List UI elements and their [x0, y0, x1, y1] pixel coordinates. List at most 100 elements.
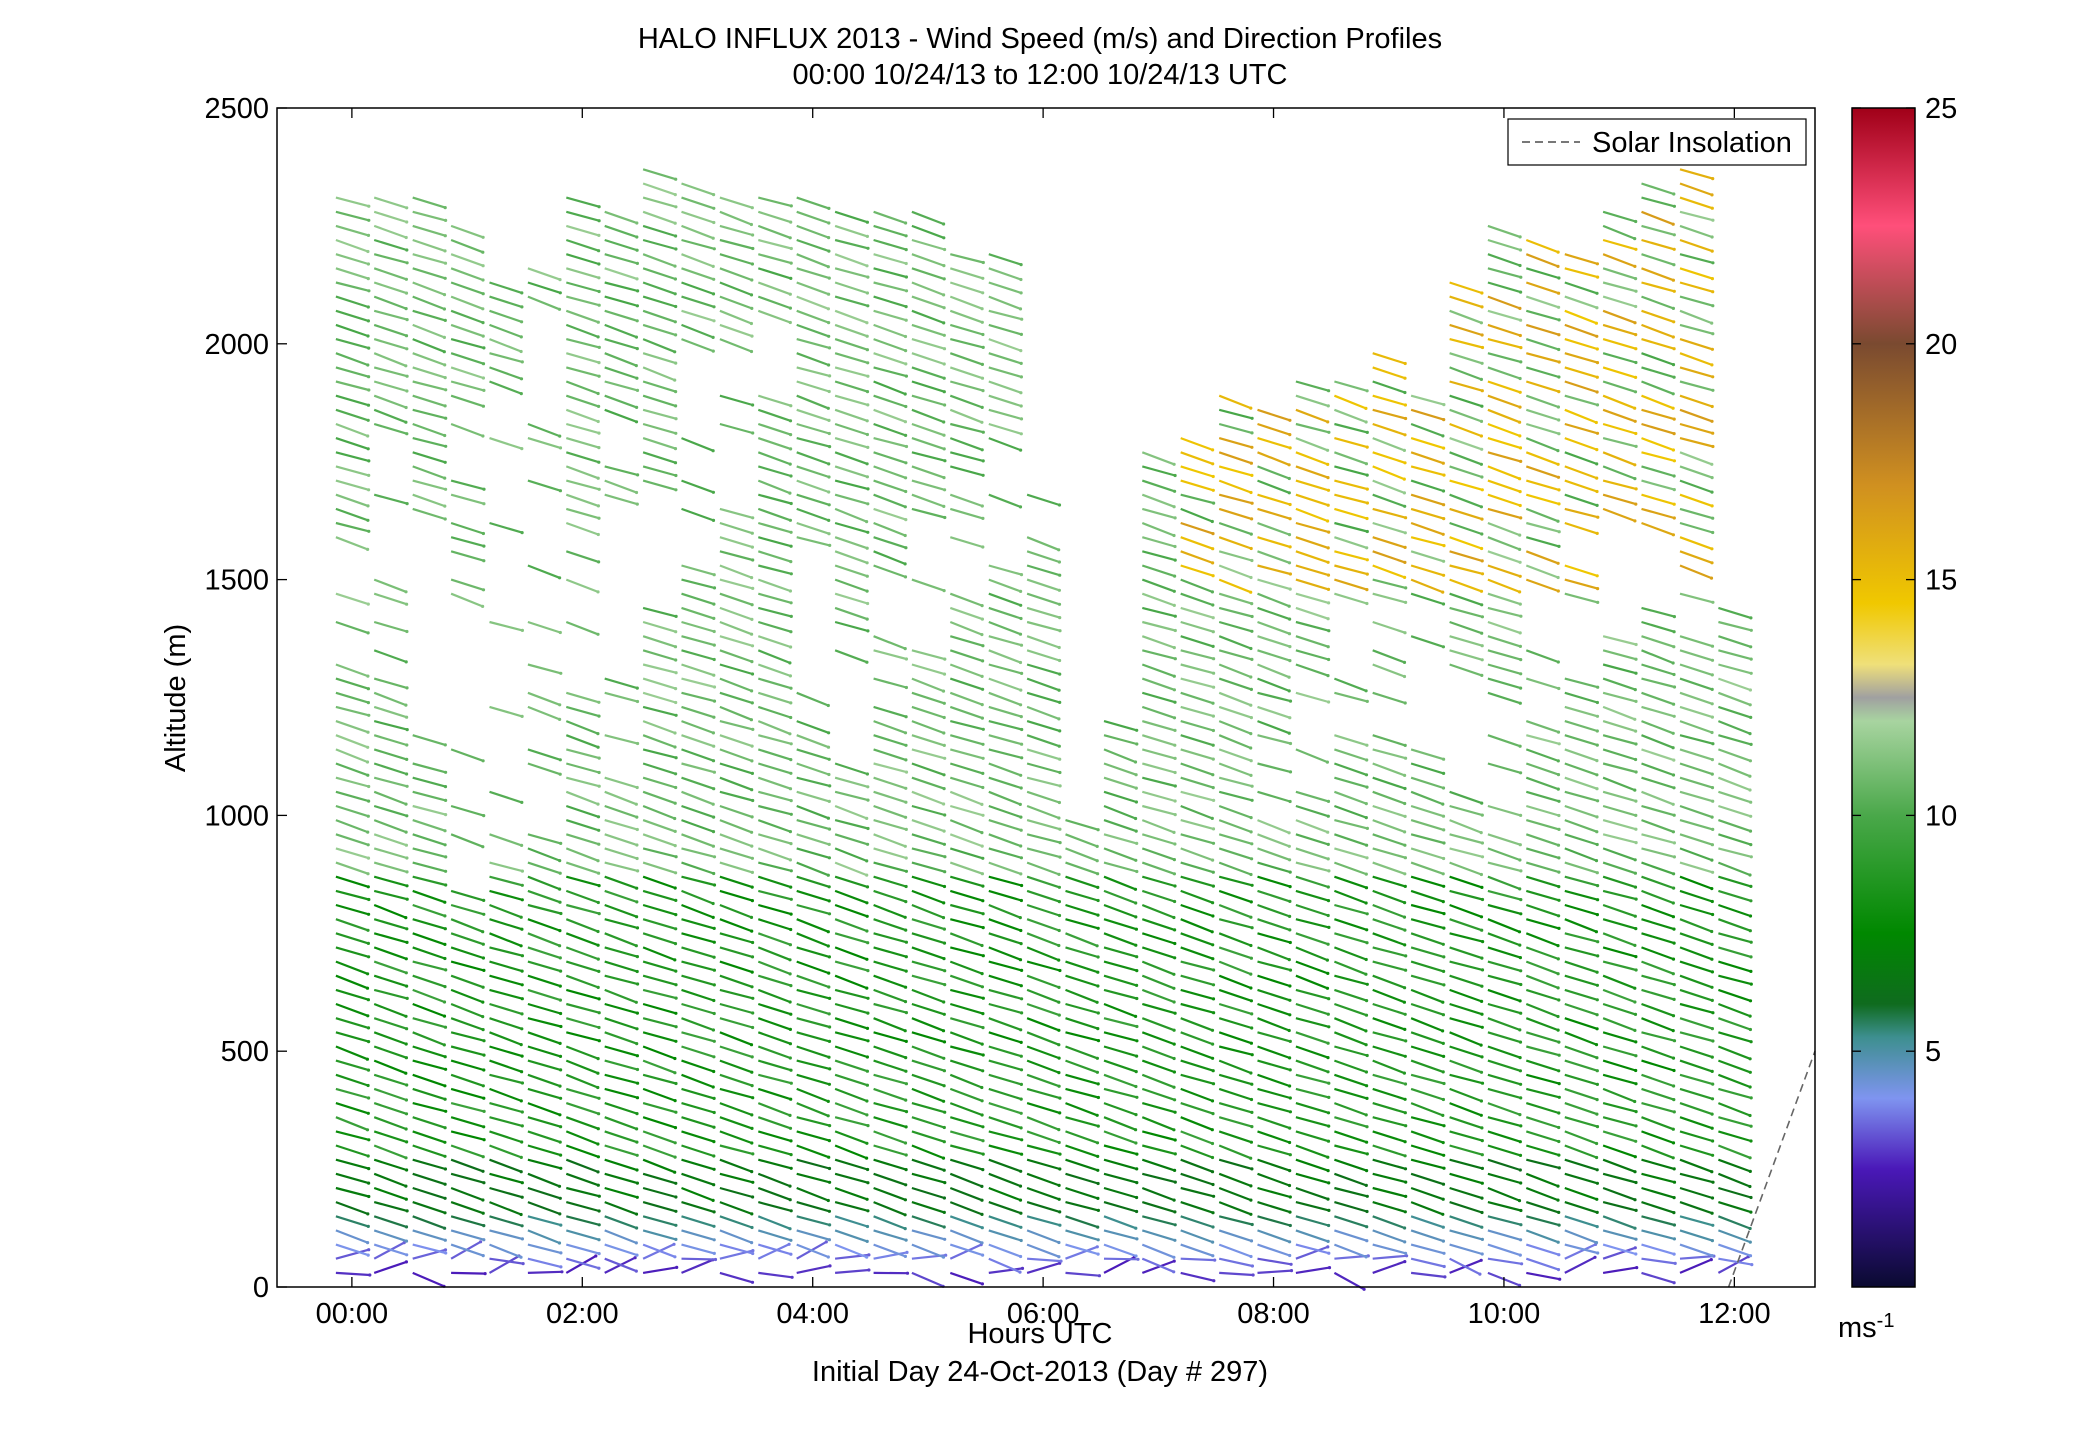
wind-barb: [1181, 933, 1213, 945]
wind-barb-tip: [1442, 517, 1445, 520]
wind-barb: [835, 283, 867, 294]
wind-barb-tip: [1595, 306, 1598, 309]
wind-barb: [912, 834, 945, 844]
wind-barb-tip: [865, 1113, 868, 1116]
wind-barb: [682, 1075, 714, 1087]
wind-barb: [1296, 919, 1329, 927]
wind-barb: [1066, 1117, 1099, 1126]
wind-barb: [797, 933, 829, 946]
wind-barb-tip: [1403, 1072, 1406, 1075]
wind-barb-tip: [751, 941, 754, 944]
wind-barb: [1450, 990, 1482, 1002]
wind-barb: [336, 466, 369, 475]
wind-barb-tip: [1173, 575, 1176, 578]
x-tick-label: 04:00: [776, 1298, 849, 1330]
wind-barb: [950, 1273, 982, 1284]
wind-barb-tip: [672, 1243, 675, 1246]
wind-barb-tip: [943, 716, 946, 719]
wind-barb: [1603, 481, 1636, 489]
wind-barb: [1219, 976, 1251, 988]
wind-barb-tip: [1249, 1157, 1252, 1160]
wind-barb: [1334, 537, 1366, 548]
wind-barb: [1488, 764, 1521, 773]
wind-barb: [1450, 608, 1483, 617]
wind-barb: [1373, 976, 1405, 988]
wind-barb: [490, 1160, 522, 1172]
wind-barb-tip: [790, 1082, 793, 1085]
wind-barb-tip: [1172, 973, 1175, 976]
wind-barb-tip: [482, 913, 485, 916]
wind-barb-tip: [1327, 588, 1330, 591]
wind-barb-tip: [750, 1113, 753, 1116]
wind-barb-tip: [712, 603, 715, 606]
wind-barb: [950, 820, 982, 833]
wind-barb-tip: [1404, 1210, 1407, 1213]
wind-barb-tip: [481, 434, 484, 437]
wind-barb-tip: [367, 305, 370, 308]
wind-barb: [1680, 735, 1713, 744]
wind-barb-tip: [1442, 1082, 1445, 1085]
wind-barb-tip: [750, 845, 753, 848]
wind-barb-tip: [1289, 517, 1292, 520]
wind-barb-tip: [1519, 360, 1522, 363]
wind-barb-tip: [905, 1125, 908, 1128]
wind-barb: [605, 1216, 637, 1228]
wind-barb: [605, 353, 637, 365]
wind-barb: [1680, 339, 1712, 349]
wind-barb: [1642, 268, 1674, 280]
wind-barb-tip: [1481, 333, 1484, 336]
wind-barb-tip: [635, 491, 638, 494]
wind-barb-tip: [789, 419, 792, 422]
wind-barb: [528, 877, 560, 889]
wind-barb-tip: [1634, 248, 1637, 251]
wind-barb-tip: [750, 831, 753, 834]
wind-barb-tip: [866, 547, 869, 550]
wind-barb-tip: [1327, 1096, 1330, 1099]
wind-barb: [1334, 509, 1367, 519]
wind-barb: [336, 1174, 369, 1183]
wind-barb-tip: [1173, 872, 1176, 875]
wind-barb: [1142, 693, 1175, 702]
wind-barb: [1296, 424, 1329, 432]
wind-barb-tip: [1020, 1239, 1023, 1242]
wind-barb-tip: [367, 234, 370, 237]
wind-barb-tip: [713, 247, 716, 250]
wind-barb: [1411, 551, 1444, 561]
wind-barb: [1296, 608, 1328, 619]
wind-barb-tip: [750, 335, 753, 338]
wind-barb-tip: [943, 347, 946, 350]
wind-barb: [374, 749, 407, 759]
wind-barb-tip: [443, 1227, 446, 1230]
wind-barb: [1565, 962, 1597, 973]
wind-barb-tip: [1288, 433, 1291, 436]
wind-barb-tip: [482, 1125, 485, 1128]
wind-barb: [1334, 1202, 1367, 1211]
wind-barb: [413, 863, 446, 872]
wind-barb-tip: [1135, 1096, 1138, 1099]
wind-barb-tip: [673, 1255, 676, 1258]
wind-barb-tip: [1711, 716, 1714, 719]
wind-barb: [1603, 254, 1635, 266]
wind-barb-tip: [750, 1241, 753, 1244]
wind-barb: [989, 693, 1021, 705]
wind-barb-tip: [1059, 1260, 1062, 1263]
wind-barb-tip: [1057, 1029, 1060, 1032]
wind-barb-tip: [1134, 1085, 1137, 1088]
wind-barb: [1142, 707, 1174, 718]
wind-barb-tip: [405, 630, 408, 633]
wind-barb-tip: [713, 956, 716, 959]
wind-barb: [682, 947, 715, 957]
wind-barb: [720, 792, 753, 801]
wind-barb: [1565, 1103, 1597, 1114]
wind-barb: [566, 622, 598, 634]
wind-barb-tip: [1403, 576, 1406, 579]
wind-barb: [490, 1230, 523, 1239]
wind-barb-tip: [1442, 544, 1445, 547]
wind-barb: [758, 212, 790, 222]
wind-barb-tip: [1058, 758, 1061, 761]
wind-barb: [1526, 919, 1559, 928]
wind-barb: [950, 339, 983, 347]
wind-barb-tip: [521, 1110, 524, 1113]
wind-barb: [989, 1230, 1021, 1240]
